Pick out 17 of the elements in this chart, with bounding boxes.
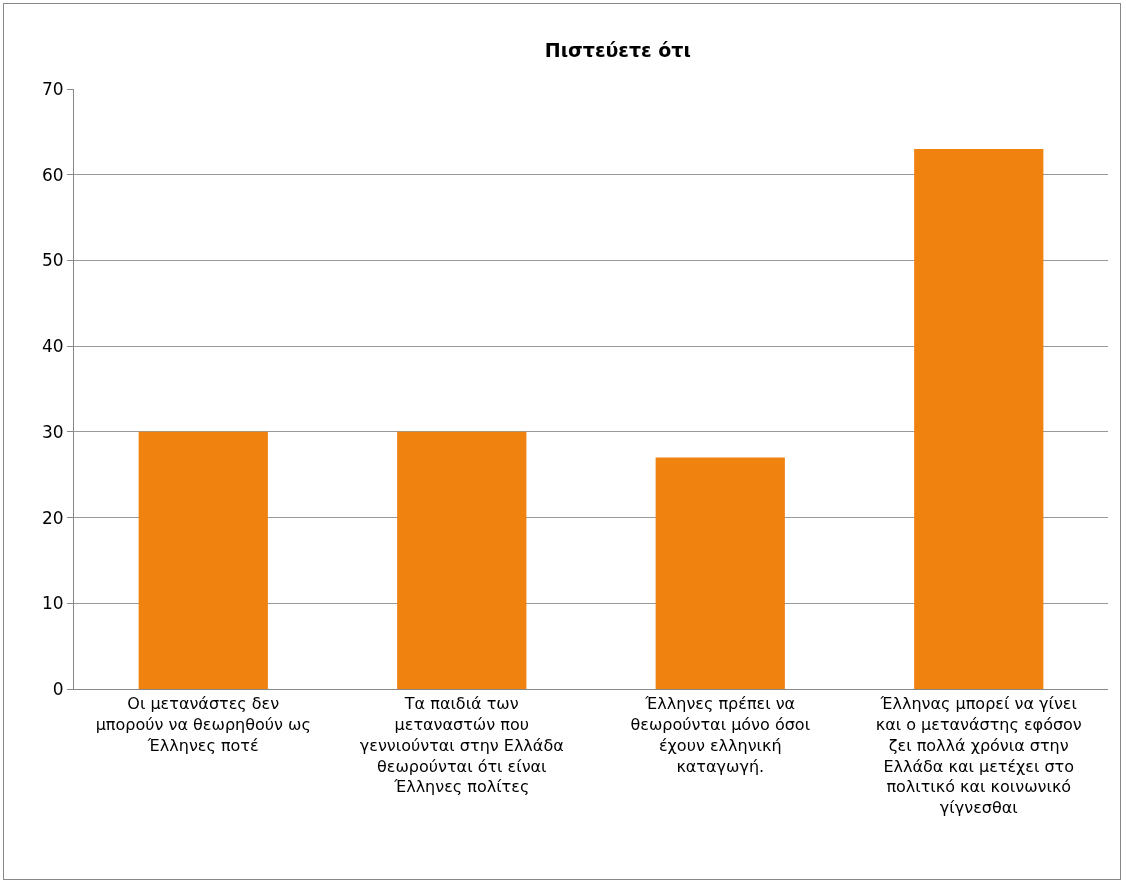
bar bbox=[914, 149, 1044, 689]
y-tick-label: 50 bbox=[41, 250, 64, 271]
bar bbox=[655, 457, 785, 689]
y-tick-label: 0 bbox=[52, 678, 64, 699]
y-tick-label: 10 bbox=[41, 593, 64, 614]
y-tick-label: 60 bbox=[41, 164, 64, 185]
x-tick-label: Τα παιδιά των μεταναστών που γεννιούνται στην Ελλάδα θεωρούνται ότι είναι Έλληνες πολίτες bbox=[359, 694, 564, 797]
x-tick-label: Έλληνες πρέπει να θεωρούνται μόνο όσοι έχουν ελληνική καταγωγή. bbox=[630, 694, 811, 776]
y-tick-label: 70 bbox=[41, 78, 64, 99]
bar bbox=[138, 431, 268, 689]
x-tick-label: Έλληνας μπορεί να γίνει και ο μετανάστης εφόσον ζει πολλά χρόνια στην Ελλάδα και μετέχει στο πολιτικό και κοινωνικό γίγνεσθαι bbox=[875, 694, 1082, 818]
y-tick-label: 30 bbox=[41, 421, 64, 442]
bar bbox=[397, 431, 527, 689]
y-tick-label: 20 bbox=[41, 507, 64, 528]
y-tick-label: 40 bbox=[41, 336, 64, 357]
chart-title: Πιστεύετε ότι bbox=[544, 38, 691, 61]
x-tick-label: Οι μετανάστες δεν μπορούν να θεωρηθούν ως Έλληνες ποτέ bbox=[95, 694, 311, 755]
